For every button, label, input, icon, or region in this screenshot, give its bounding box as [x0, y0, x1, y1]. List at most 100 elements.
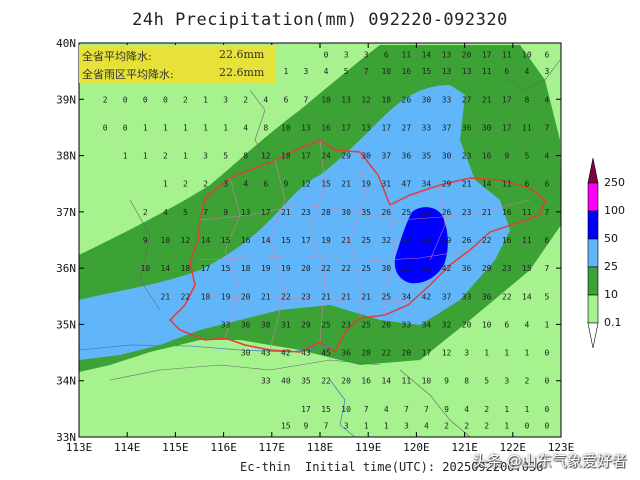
- grid-value: 2: [143, 208, 148, 217]
- grid-value: 26: [381, 208, 391, 217]
- grid-value: 30: [442, 152, 452, 161]
- grid-value: 23: [341, 320, 351, 329]
- legend-swatch: [587, 294, 599, 324]
- grid-value: 5: [183, 208, 188, 217]
- grid-value: 7: [545, 123, 550, 132]
- grid-value: 1: [504, 422, 509, 431]
- grid-value: 2: [464, 422, 469, 431]
- grid-value: 21: [341, 292, 351, 301]
- grid-value: 4: [263, 95, 268, 104]
- grid-value: 26: [381, 320, 391, 329]
- other-boundaries: [109, 59, 561, 437]
- grid-value: 21: [462, 180, 472, 189]
- grid-value: 15: [281, 422, 291, 431]
- grid-value: 5: [344, 67, 349, 76]
- grid-value: 35: [361, 208, 371, 217]
- legend-top-cap: [587, 157, 599, 184]
- grid-value: 21: [161, 292, 171, 301]
- grid-value: 37: [442, 123, 452, 132]
- grid-value: 27: [462, 95, 472, 104]
- grid-value: 36: [402, 152, 412, 161]
- grid-value: 9: [223, 208, 228, 217]
- map-title: 24h Precipitation(mm) 092220-092320: [132, 10, 508, 30]
- grid-value: 1: [504, 405, 509, 414]
- grid-value: 9: [444, 405, 449, 414]
- grid-value: 6: [545, 236, 550, 245]
- grid-value: 10: [140, 264, 150, 273]
- grid-value: 5: [545, 292, 550, 301]
- grid-value: 6: [545, 50, 550, 59]
- grid-value: 1: [143, 152, 148, 161]
- legend-colorbar: [587, 157, 599, 349]
- grid-value: 10: [341, 405, 351, 414]
- grid-value: 17: [301, 236, 311, 245]
- grid-value: 11: [482, 67, 492, 76]
- grid-value: 0: [545, 349, 550, 358]
- grid-value: 11: [522, 123, 532, 132]
- grid-value: 36: [462, 264, 472, 273]
- grid-value: 32: [381, 236, 391, 245]
- grid-value: 0: [545, 405, 550, 414]
- grid-value: 43: [261, 349, 271, 358]
- grid-value: 36: [341, 349, 351, 358]
- grid-value: 8: [464, 377, 469, 386]
- grid-value: 11: [402, 377, 412, 386]
- lon-tick-label: 120E: [403, 441, 430, 454]
- grid-value: 3: [404, 422, 409, 431]
- grid-value: 21: [482, 208, 492, 217]
- grid-value: 25: [321, 320, 331, 329]
- lat-tick-label: 36N: [56, 262, 76, 275]
- grid-value: 45: [321, 349, 331, 358]
- grid-value: 10: [482, 320, 492, 329]
- grid-value: 21: [261, 292, 271, 301]
- grid-value: 19: [361, 180, 371, 189]
- grid-value: 15: [321, 405, 331, 414]
- grid-value: 3: [545, 67, 550, 76]
- province-avg-label: 全省平均降水:: [82, 50, 152, 63]
- grid-value: 2: [103, 95, 108, 104]
- grid-value: 16: [402, 67, 412, 76]
- grid-value: 20: [462, 320, 472, 329]
- grid-value: 5: [223, 152, 228, 161]
- grid-value: 38: [261, 320, 271, 329]
- grid-value: 7: [364, 67, 369, 76]
- grid-value: 1: [545, 320, 550, 329]
- grid-value: 2: [444, 422, 449, 431]
- county-boundaries: [194, 139, 531, 351]
- grid-value: 1: [283, 67, 288, 76]
- grid-value: 0: [324, 50, 329, 59]
- lat-tick-label: 35N: [56, 318, 76, 331]
- legend-swatch: [587, 182, 599, 212]
- grid-value: 6: [524, 180, 529, 189]
- grid-value: 3: [203, 152, 208, 161]
- grid-value: 7: [203, 208, 208, 217]
- grid-value: 34: [402, 292, 412, 301]
- grid-value: 6: [545, 180, 550, 189]
- grid-value: 27: [402, 123, 412, 132]
- grid-value: 33: [402, 320, 412, 329]
- grid-value: 12: [442, 349, 452, 358]
- grid-value: 17: [201, 264, 211, 273]
- grid-value: 0: [545, 377, 550, 386]
- grid-value: 13: [301, 123, 311, 132]
- grid-value: 29: [341, 152, 351, 161]
- grid-value: 22: [482, 236, 492, 245]
- watermark-text: 头条 @山东气象爱好者: [472, 452, 627, 470]
- grid-value: 8: [263, 123, 268, 132]
- legend-level-label: 100: [604, 204, 625, 217]
- grid-value: 16: [321, 123, 331, 132]
- grid-value: 8: [243, 152, 248, 161]
- grid-value: 2: [203, 180, 208, 189]
- grid-value: 17: [482, 50, 492, 59]
- grid-value: 13: [442, 67, 452, 76]
- grid-value: 21: [341, 180, 351, 189]
- grid-value: 12: [361, 95, 371, 104]
- grid-value: 1: [163, 123, 168, 132]
- grid-value: 3: [344, 422, 349, 431]
- grid-value: 1: [504, 349, 509, 358]
- grid-value: 29: [442, 236, 452, 245]
- grid-value: 23: [462, 152, 472, 161]
- grid-value: 10: [321, 95, 331, 104]
- grid-value: 17: [341, 123, 351, 132]
